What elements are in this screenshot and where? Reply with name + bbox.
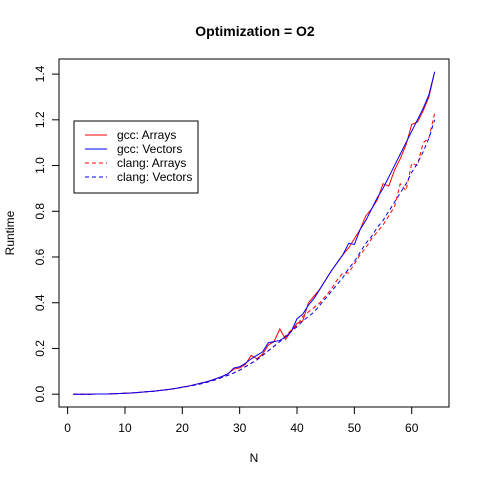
y-tick-label: 0.0	[33, 386, 47, 403]
y-tick-label: 0.8	[33, 203, 47, 220]
x-tick-label: 10	[118, 421, 132, 435]
y-axis-label: Runtime	[3, 210, 17, 255]
y-tick-label: 1.2	[33, 111, 47, 128]
x-tick-label: 40	[290, 421, 304, 435]
x-tick-label: 30	[233, 421, 247, 435]
series-line-2	[73, 112, 436, 395]
legend-entry-label: clang: Vectors	[117, 170, 192, 184]
y-tick-label: 0.6	[33, 248, 47, 265]
x-tick-label: 50	[348, 421, 362, 435]
series-layer	[73, 71, 436, 395]
x-axis-label: N	[250, 451, 259, 465]
legend-entry-label: gcc: Vectors	[117, 142, 182, 156]
legend-entry-label: clang: Arrays	[117, 156, 186, 170]
legend-box	[73, 120, 199, 194]
legend-entry-label: gcc: Arrays	[117, 128, 176, 142]
y-tick-label: 0.4	[33, 294, 47, 311]
x-tick-label: 0	[64, 421, 71, 435]
series-line-0	[73, 71, 436, 395]
x-tick-label: 60	[405, 421, 419, 435]
plot-frame	[58, 58, 450, 408]
x-axis: 0 10 20 30 40 50 60	[64, 406, 419, 435]
y-axis: 0.0 0.2 0.4 0.6 0.8 1.0 1.2 1.4	[33, 65, 60, 403]
chart-title: Optimization = O2	[195, 23, 315, 39]
y-tick-label: 0.2	[33, 340, 47, 357]
y-tick-label: 1.4	[33, 65, 47, 82]
series-line-1	[73, 71, 436, 395]
series-line-3	[73, 119, 436, 395]
x-tick-label: 20	[176, 421, 190, 435]
y-tick-label: 1.0	[33, 157, 47, 174]
